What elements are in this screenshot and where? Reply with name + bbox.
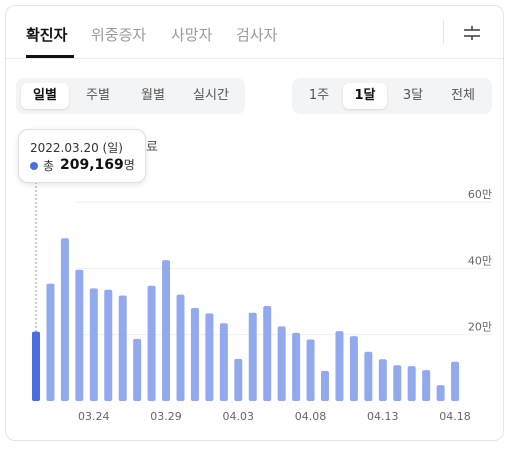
tab-tested[interactable]: 검사자 (236, 26, 278, 44)
range-1month[interactable]: 1달 (343, 83, 387, 109)
bar-04.16[interactable] (422, 370, 431, 401)
tooltip-series-dot (30, 162, 38, 170)
bar-03.23[interactable] (75, 269, 84, 401)
bar-04.17[interactable] (436, 385, 445, 401)
bar-04.14[interactable] (393, 365, 402, 401)
bar-04.06[interactable] (277, 326, 286, 401)
bar-04.07[interactable] (292, 332, 301, 401)
bar-04.10[interactable] (335, 331, 344, 401)
chart-tooltip: 2022.03.20 (일) 총 209,169명 (18, 129, 146, 183)
bar-03.20[interactable] (32, 331, 40, 401)
period-segment: 일별 주별 월별 실시간 (16, 78, 245, 114)
period-weekly[interactable]: 주별 (86, 88, 110, 103)
tab-deaths[interactable]: 사망자 (171, 26, 213, 44)
bar-04.08[interactable] (306, 339, 315, 401)
bar-04.05[interactable] (263, 306, 272, 401)
bar-03.30[interactable] (176, 294, 185, 401)
bar-04.09[interactable] (321, 370, 329, 401)
period-monthly[interactable]: 월별 (141, 88, 165, 103)
bar-04.02[interactable] (219, 323, 228, 401)
bar-03.25[interactable] (104, 289, 113, 401)
daily-cases-bar-chart: 20만 40만 60만 03.24 03.29 04.03 04.08 04.13 04.18 (32, 174, 492, 423)
tabs-divider (443, 20, 444, 44)
bar-04.03[interactable] (234, 358, 243, 401)
tab-confirmed[interactable]: 확진자 (26, 26, 68, 44)
x-tick-label: 03.29 (150, 410, 182, 423)
category-tabs: 확진자 위중증자 사망자 검사자 (6, 6, 503, 59)
tooltip-value: 209,169명 (60, 156, 135, 173)
bar-04.18[interactable] (451, 361, 460, 401)
x-tick-label: 04.13 (367, 410, 399, 423)
x-tick-label: 04.08 (295, 410, 327, 423)
bar-04.11[interactable] (349, 336, 358, 401)
bar-03.24[interactable] (89, 288, 98, 401)
x-tick-label: 04.03 (223, 410, 255, 423)
period-realtime[interactable]: 실시간 (193, 88, 229, 103)
covid-chart-card: 확진자 위중증자 사망자 검사자 일별 주별 월별 실시간 1주 1달 3달 전… (5, 5, 504, 441)
period-daily[interactable]: 일별 (21, 83, 69, 109)
y-tick-label: 20만 (468, 321, 492, 334)
y-tick-label: 40만 (468, 254, 492, 267)
bar-04.13[interactable] (378, 359, 387, 401)
y-tick-label: 60만 (468, 188, 492, 201)
bar-04.01[interactable] (205, 313, 214, 401)
bar-03.26[interactable] (118, 295, 127, 401)
bar-03.29[interactable] (162, 260, 171, 401)
bar-04.15[interactable] (407, 366, 416, 401)
filter-button[interactable] (461, 22, 483, 44)
bar-03.27[interactable] (133, 338, 142, 401)
bar-04.12[interactable] (364, 351, 373, 401)
bar-03.31[interactable] (190, 308, 199, 401)
range-1week[interactable]: 1주 (308, 88, 330, 103)
bar-04.04[interactable] (248, 312, 257, 401)
range-segment: 1주 1달 3달 전체 (292, 78, 492, 114)
tooltip-value-number: 209,169 (60, 157, 124, 173)
tooltip-date: 2022.03.20 (일) (30, 141, 123, 155)
bar-03.22[interactable] (60, 238, 69, 401)
tooltip-value-unit: 명 (123, 158, 135, 172)
range-all[interactable]: 전체 (451, 88, 475, 103)
range-3month[interactable]: 3달 (402, 88, 424, 103)
filter-icon (464, 26, 480, 40)
active-tab-indicator (26, 55, 74, 58)
tab-critical[interactable]: 위중증자 (91, 26, 147, 44)
x-tick-label: 04.18 (439, 410, 471, 423)
bar-03.28[interactable] (147, 285, 156, 401)
x-tick-label: 03.24 (78, 410, 110, 423)
tooltip-label: 총 (43, 159, 55, 173)
bar-03.21[interactable] (46, 283, 55, 401)
